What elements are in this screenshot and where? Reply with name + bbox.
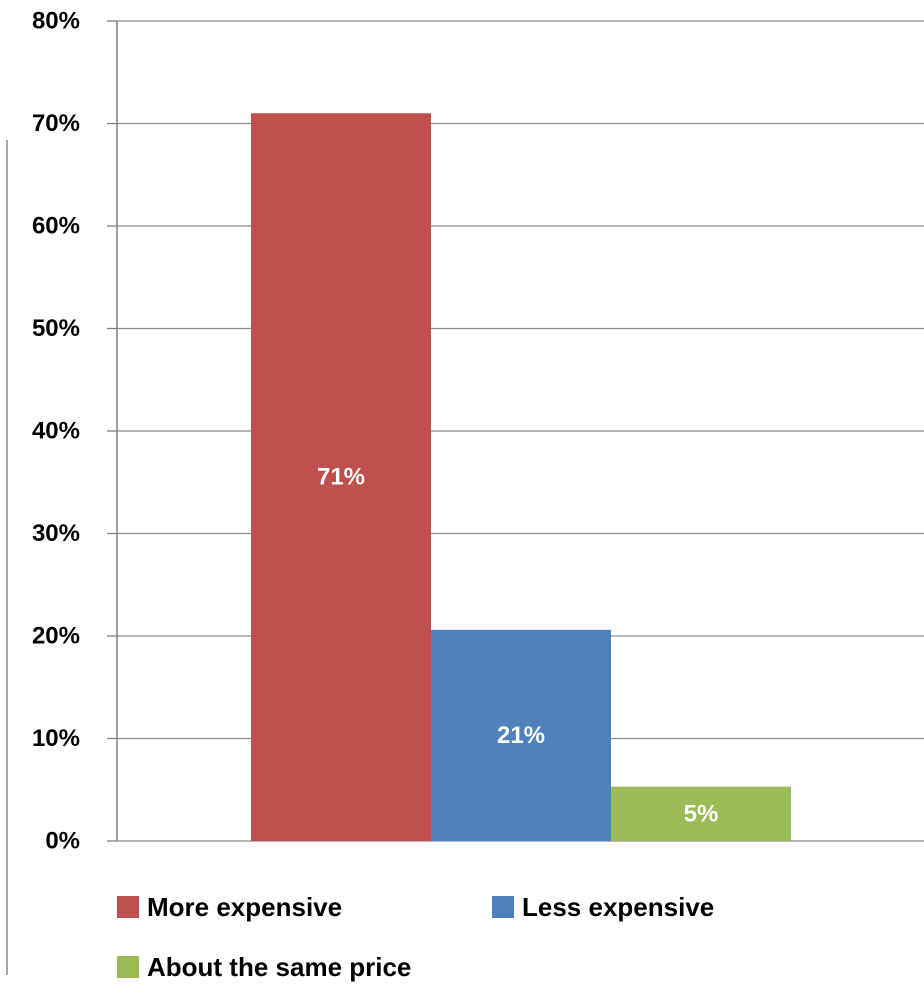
y-tick-label: 0% [45, 828, 80, 855]
legend-swatch [492, 896, 514, 918]
legend-label: Less expensive [522, 892, 714, 922]
data-label: 71% [317, 464, 365, 491]
y-tick-label: 60% [32, 213, 80, 240]
bar-less-expensive [431, 629, 611, 841]
y-tick-label: 70% [32, 110, 80, 137]
y-tick-label: 20% [32, 623, 80, 650]
data-label: 5% [684, 800, 719, 827]
legend-swatch [117, 956, 139, 978]
legend-label: About the same price [147, 952, 411, 982]
bar-more-expensive [251, 113, 431, 841]
y-tick-label: 50% [32, 315, 80, 342]
y-tick-label: 40% [32, 418, 80, 445]
data-label: 21% [497, 722, 545, 749]
legend-label: More expensive [147, 892, 342, 922]
bar-about-the-same-price [611, 786, 791, 841]
y-axis-tick-labels: 0% 10% 20% 30% 40% 50% 60% 70% 80% [32, 8, 80, 855]
y-tick-label: 80% [32, 8, 80, 35]
y-tick-label: 10% [32, 725, 80, 752]
y-tick-label: 30% [32, 520, 80, 547]
legend: More expensive Less expensive About the sa… [117, 892, 714, 982]
legend-swatch [117, 896, 139, 918]
bars [251, 113, 791, 841]
data-labels: 71% 21% 5% [317, 464, 718, 828]
